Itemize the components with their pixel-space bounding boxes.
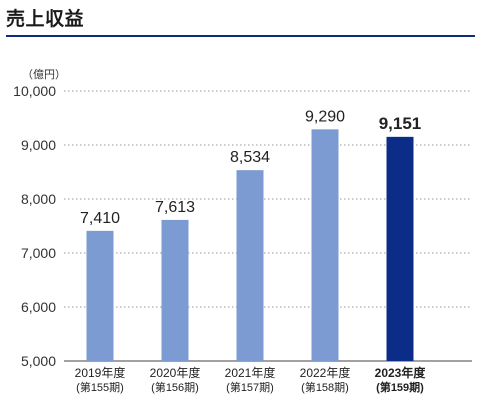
- bar-2019年度: [86, 230, 114, 361]
- bar-value-label: 8,534: [230, 149, 270, 166]
- y-tick-label: 8,000: [21, 191, 56, 207]
- unit-label: （億円）: [22, 68, 66, 81]
- y-tick-label: 10,000: [13, 83, 56, 99]
- bar-value-label: 9,151: [379, 114, 422, 133]
- x-tick-sublabel: (第156期): [151, 380, 199, 394]
- title-underline: [6, 35, 475, 37]
- x-tick-label: 2020年度: [150, 365, 201, 380]
- bar-value-label: 7,613: [155, 199, 195, 216]
- x-tick-label: 2023年度: [375, 365, 427, 380]
- bar-value-label: 9,290: [305, 108, 345, 125]
- label-layer: 5,000 6,000 7,000 8,000 9,000 10,000 7,410 2019…: [13, 83, 426, 394]
- y-tick-label: 9,000: [21, 137, 56, 153]
- y-tick-label: 7,000: [21, 245, 56, 261]
- x-tick-label: 2022年度: [300, 365, 351, 380]
- page-title: 売上収益: [6, 8, 85, 30]
- x-tick-sublabel: (第157期): [226, 380, 274, 394]
- x-tick-sublabel: (第159期): [376, 380, 424, 394]
- bar-value-label: 7,410: [80, 210, 120, 227]
- bar-2020年度: [161, 219, 189, 361]
- x-tick-label: 2019年度: [75, 365, 126, 380]
- y-tick-label: 6,000: [21, 299, 56, 315]
- x-tick-sublabel: (第155期): [76, 380, 124, 394]
- bar-2022年度: [311, 129, 339, 361]
- bar-2021年度: [236, 170, 264, 361]
- bar-2023年度: [386, 136, 414, 361]
- x-tick-label: 2021年度: [225, 365, 276, 380]
- x-tick-sublabel: (第158期): [301, 380, 349, 394]
- bar-layer: [86, 129, 414, 361]
- y-tick-label: 5,000: [21, 353, 56, 369]
